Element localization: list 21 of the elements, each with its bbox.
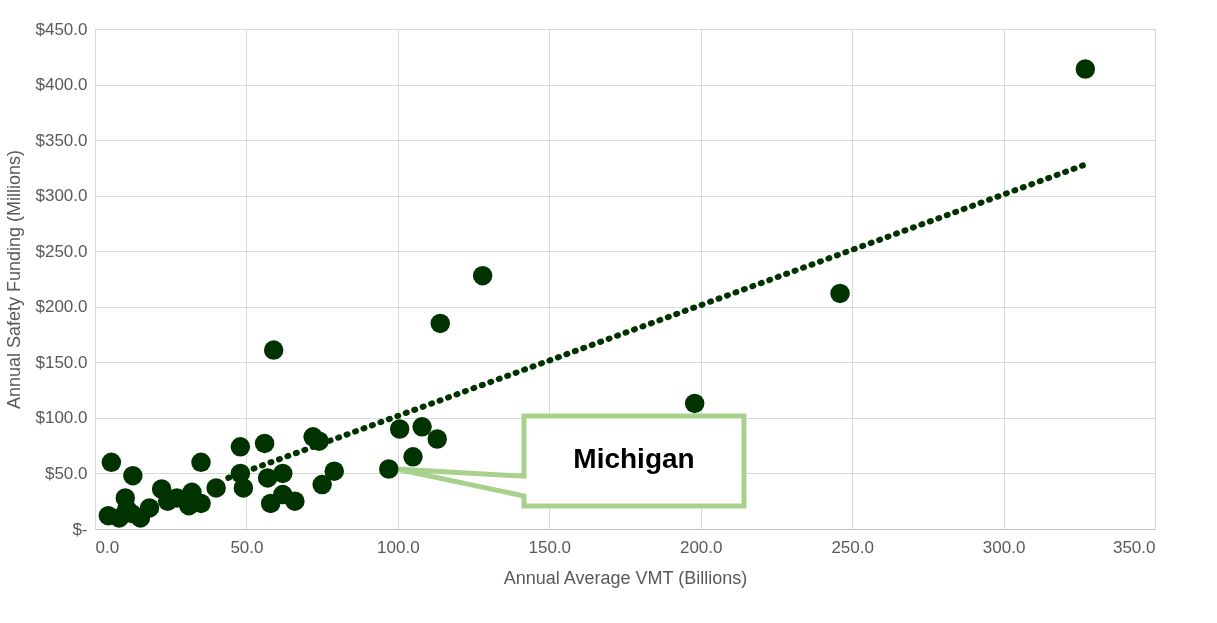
y-tick-label: $350.0 (35, 130, 88, 150)
x-tick-label: 0.0 (95, 537, 120, 557)
x-tick-label: 350.0 (1112, 537, 1156, 557)
x-tick-label: 100.0 (377, 537, 420, 557)
x-tick-label: 150.0 (528, 537, 572, 557)
y-tick-label: $200.0 (35, 297, 88, 317)
x-tick-label: 300.0 (982, 537, 1026, 557)
x-tick-label: 250.0 (831, 537, 874, 557)
y-tick-label: $150.0 (35, 352, 88, 372)
y-tick-label: $50.0 (44, 463, 88, 483)
y-tick-label: $300.0 (35, 186, 88, 206)
y-tick-label: $450.0 (35, 19, 88, 39)
y-tick-label: $- (72, 519, 88, 539)
annotation: Michigan (573, 443, 695, 474)
y-tick-label: $400.0 (35, 75, 88, 95)
y-axis-title: Annual Safety Funding (Millions) (3, 149, 24, 410)
x-tick-label: 50.0 (230, 537, 264, 557)
x-axis-title: Annual Average VMT (Billions) (503, 567, 748, 588)
y-tick-label: $250.0 (35, 241, 88, 261)
x-tick-label: 200.0 (679, 537, 723, 557)
y-tick-label: $100.0 (35, 408, 88, 428)
